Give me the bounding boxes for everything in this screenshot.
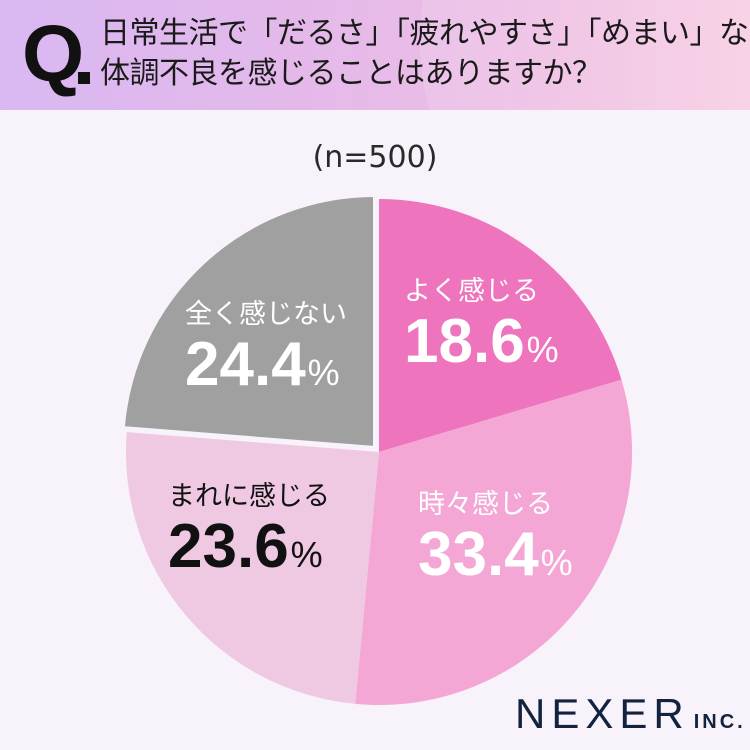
question-line-2: 体調不良を感じることはありますか？ bbox=[100, 56, 602, 91]
label-never: 全く感じない 24.4% bbox=[185, 298, 347, 406]
label-rarely: まれに感じる 23.6% bbox=[168, 480, 330, 588]
label-sometimes-name: 時々感じる bbox=[418, 489, 553, 520]
label-never-name: 全く感じない bbox=[185, 299, 347, 330]
slice-often bbox=[379, 199, 622, 452]
label-rarely-value: 23.6% bbox=[168, 514, 330, 588]
question-text: 日常生活で「だるさ」「疲れやすさ」「めまい」などの 体調不良を感じることはありま… bbox=[100, 14, 750, 94]
label-rarely-name: まれに感じる bbox=[168, 481, 330, 512]
percent-sign: % bbox=[526, 329, 559, 370]
value-sometimes: 33.4 bbox=[418, 520, 539, 589]
label-often-name: よく感じる bbox=[404, 276, 539, 307]
sample-size: (n=500) bbox=[312, 140, 438, 175]
percent-sign: % bbox=[290, 534, 323, 575]
label-sometimes-value: 33.4% bbox=[418, 522, 573, 596]
slice-never bbox=[120, 192, 377, 451]
logo-suffix: INC. bbox=[693, 711, 746, 733]
percent-sign: % bbox=[540, 542, 573, 583]
question-line-1: 日常生活で「だるさ」「疲れやすさ」「めまい」などの bbox=[100, 16, 750, 51]
question-header: Q 日常生活で「だるさ」「疲れやすさ」「めまい」などの 体調不良を感じることはあ… bbox=[0, 0, 750, 110]
label-sometimes: 時々感じる 33.4% bbox=[418, 488, 573, 596]
logo-main: NEXER bbox=[515, 690, 690, 737]
percent-sign: % bbox=[307, 352, 340, 393]
nexer-logo: NEXER INC. bbox=[515, 690, 746, 738]
slice-rarely bbox=[126, 432, 380, 704]
value-never: 24.4 bbox=[185, 330, 306, 399]
label-never-value: 24.4% bbox=[185, 332, 347, 406]
value-often: 18.6 bbox=[404, 307, 525, 376]
label-often-value: 18.6% bbox=[404, 309, 559, 383]
q-mark: Q bbox=[22, 9, 84, 98]
label-often: よく感じる 18.6% bbox=[404, 275, 559, 383]
value-rarely: 23.6 bbox=[168, 512, 289, 581]
q-dot bbox=[78, 72, 90, 84]
slice-sometimes bbox=[355, 379, 633, 706]
